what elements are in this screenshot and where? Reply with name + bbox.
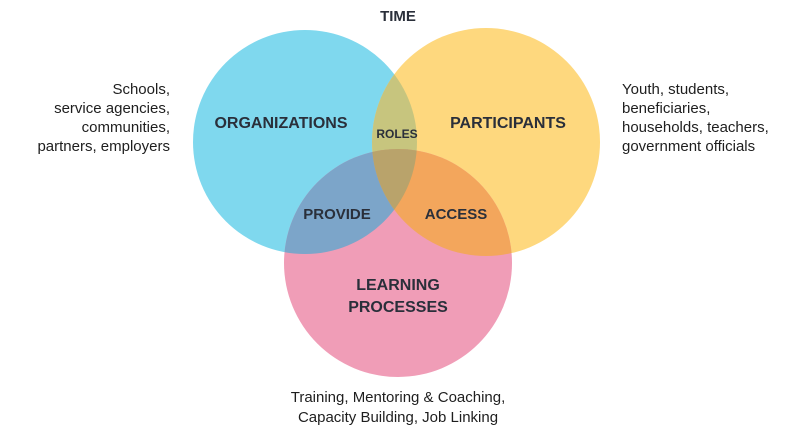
processes-label: PROCESSES: [348, 299, 448, 316]
provide-overlap: [284, 149, 417, 254]
access-label: ACCESS: [425, 206, 488, 223]
roles-label: ROLES: [376, 127, 417, 141]
organizations-description-line: Schools,: [112, 81, 170, 98]
participants-description-line: households, teachers,: [622, 119, 769, 136]
organizations-label: ORGANIZATIONS: [214, 115, 347, 132]
provide-label: PROVIDE: [303, 206, 371, 223]
participants-label: PARTICIPANTS: [450, 115, 566, 132]
organizations-description-line: service agencies,: [54, 100, 170, 117]
learning-label: LEARNING: [356, 277, 440, 294]
organizations-description-line: partners, employers: [37, 138, 170, 155]
learning-processes-description-line: Capacity Building, Job Linking: [298, 409, 498, 426]
time-label: TIME: [380, 8, 416, 25]
learning-processes-description-line: Training, Mentoring & Coaching,: [291, 389, 506, 406]
organizations-description: Schools, service agencies, communities, …: [37, 81, 170, 155]
participants-description-line: Youth, students,: [622, 81, 729, 98]
participants-description: Youth, students, beneficiaries, househol…: [622, 81, 769, 155]
participants-description-line: beneficiaries,: [622, 100, 710, 117]
access-overlap: [372, 149, 512, 256]
learning-processes-description: Training, Mentoring & Coaching, Capacity…: [291, 389, 506, 426]
participants-description-line: government officials: [622, 138, 755, 155]
organizations-description-line: communities,: [82, 119, 170, 136]
